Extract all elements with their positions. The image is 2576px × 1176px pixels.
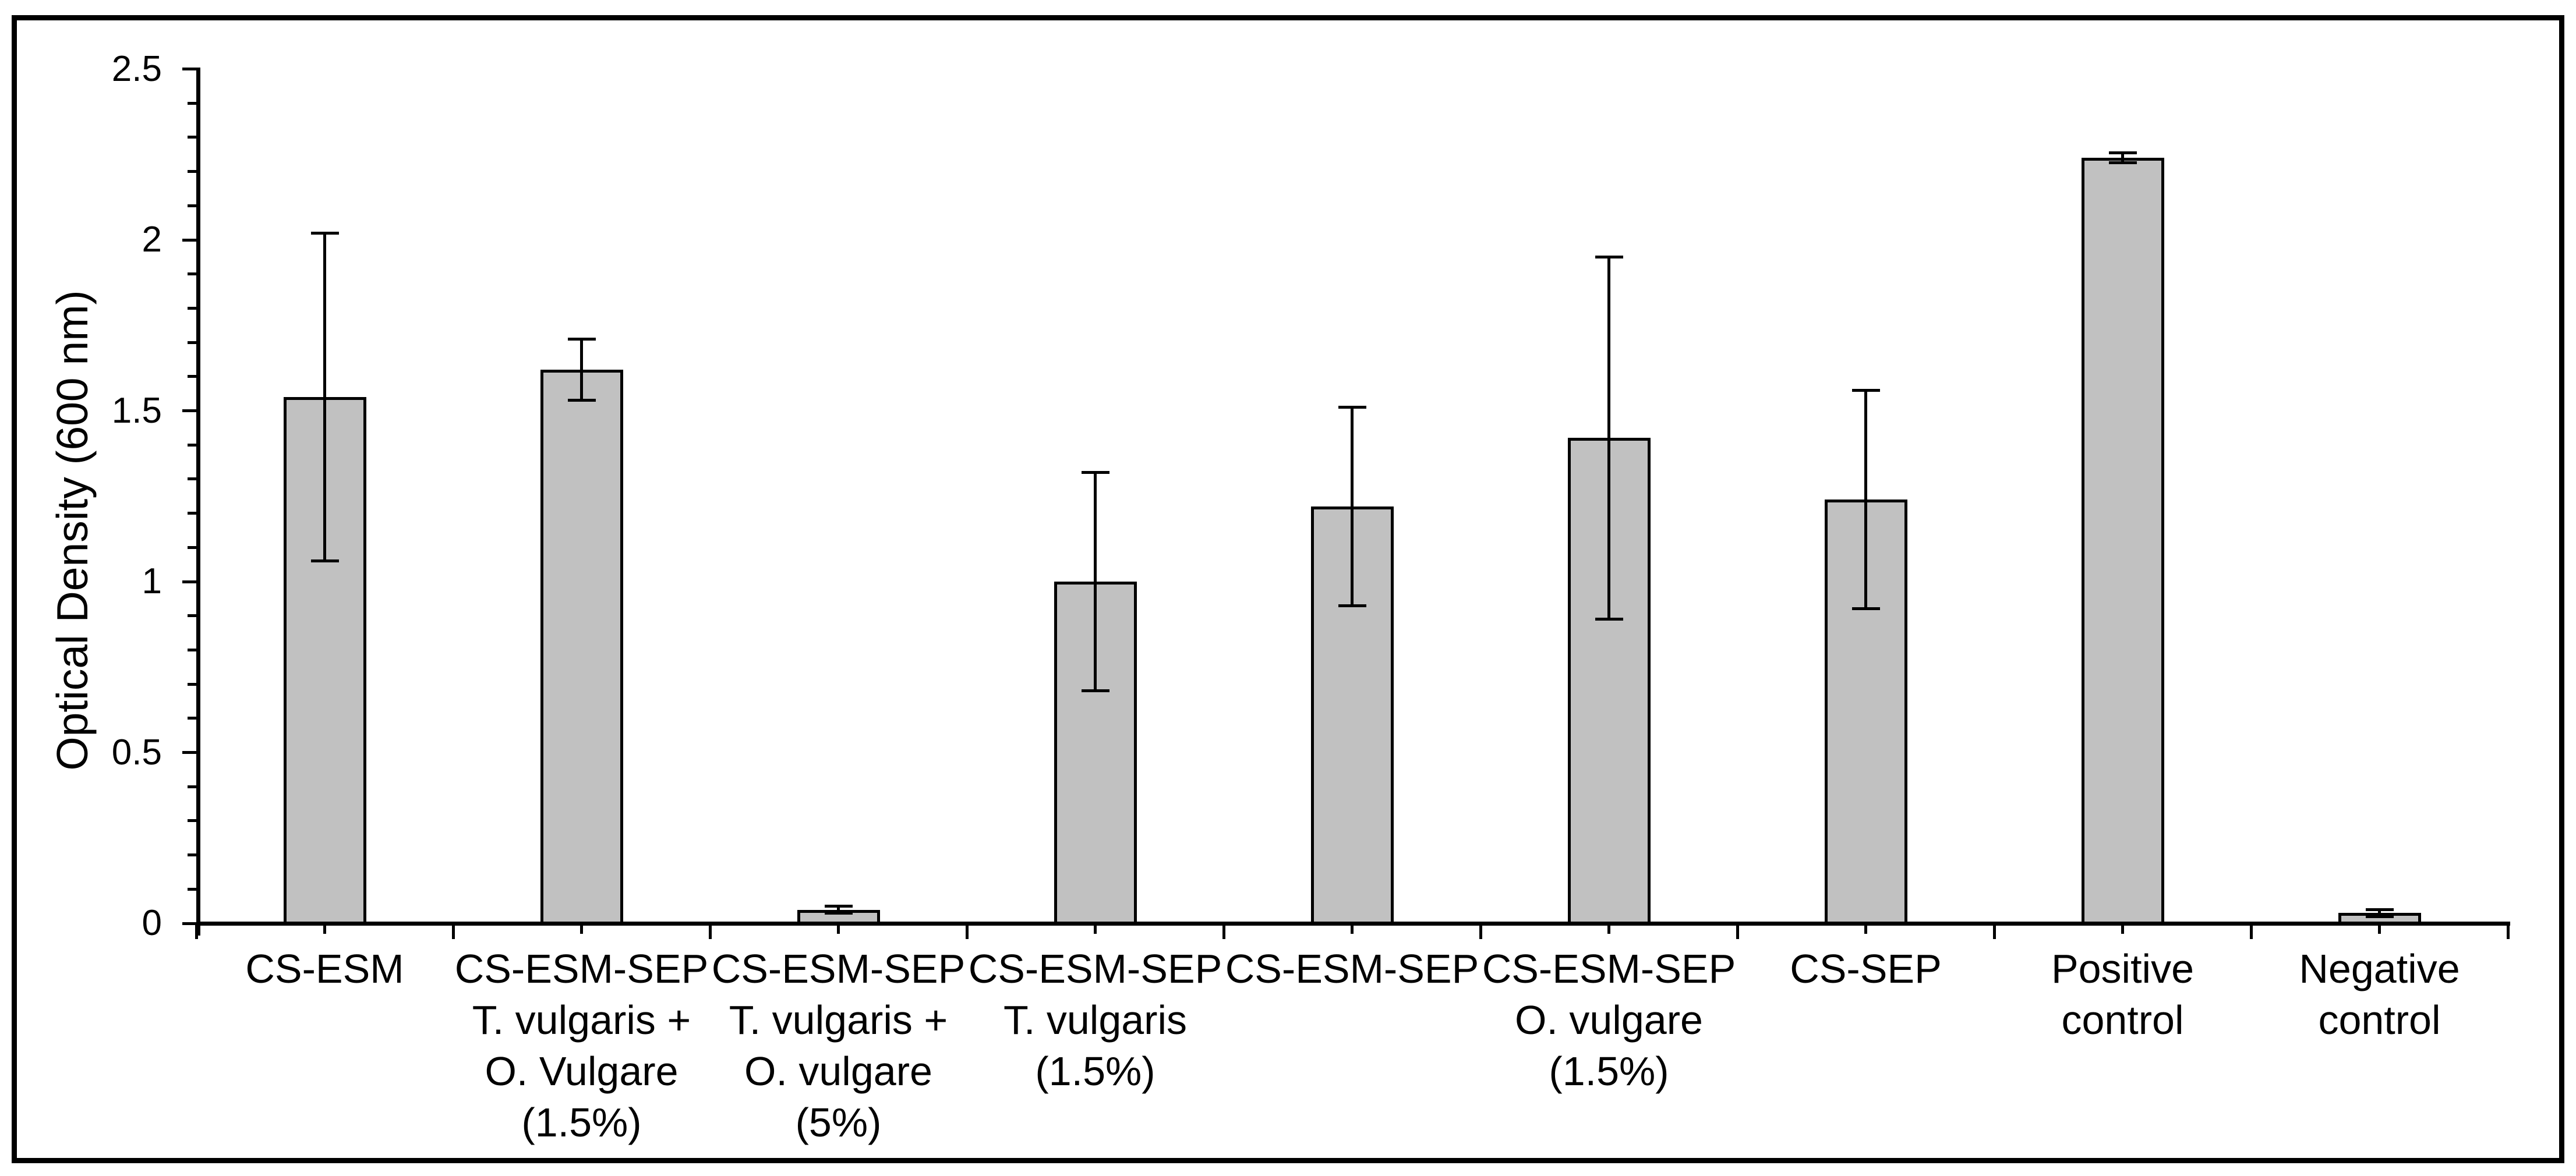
y-minor-tick xyxy=(188,682,196,686)
x-center-tick xyxy=(837,925,840,934)
error-cap-bottom-5 xyxy=(1595,618,1623,621)
y-axis-title: Optical Density (600 nm) xyxy=(48,290,97,771)
y-minor-tick xyxy=(188,272,196,276)
y-minor-tick xyxy=(188,204,196,207)
category-label-6: CS-SEP xyxy=(1790,946,1942,991)
error-cap-bottom-7 xyxy=(2108,161,2137,165)
x-center-tick xyxy=(323,925,326,934)
error-cap-bottom-2 xyxy=(824,911,853,915)
y-axis xyxy=(196,67,200,936)
category-label-2: CS-ESM-SEP T. vulgaris + O. vulgare (5%) xyxy=(711,946,966,1145)
error-cap-top-6 xyxy=(1851,388,1880,392)
y-tick-label: 2.5 xyxy=(111,48,162,89)
error-bar-2 xyxy=(837,906,840,913)
error-cap-bottom-8 xyxy=(2365,915,2394,918)
error-cap-top-2 xyxy=(824,905,853,908)
y-minor-tick xyxy=(188,648,196,651)
category-label-5: CS-ESM-SEP O. vulgare (1.5%) xyxy=(1482,946,1736,1094)
x-center-tick xyxy=(1607,925,1610,934)
y-tick-label: 1.5 xyxy=(111,390,162,431)
y-tick-label: 2 xyxy=(142,219,162,260)
x-center-tick xyxy=(1864,925,1867,934)
bar-1 xyxy=(540,370,623,925)
y-minor-tick xyxy=(188,785,196,788)
y-major-tick xyxy=(182,238,196,242)
y-minor-tick xyxy=(188,512,196,515)
y-minor-tick xyxy=(188,375,196,378)
category-label-7: Positive control xyxy=(2051,946,2195,1043)
category-label-8: Negative control xyxy=(2299,946,2460,1043)
y-minor-tick xyxy=(188,136,196,139)
error-cap-bottom-1 xyxy=(567,399,596,402)
y-minor-tick xyxy=(188,546,196,549)
error-cap-bottom-6 xyxy=(1851,607,1880,611)
y-minor-tick xyxy=(188,614,196,618)
x-center-tick xyxy=(1094,925,1097,934)
y-minor-tick xyxy=(188,717,196,720)
x-boundary-tick xyxy=(451,925,455,939)
y-minor-tick xyxy=(188,341,196,344)
error-bar-8 xyxy=(2378,909,2381,917)
error-cap-top-8 xyxy=(2365,908,2394,912)
error-cap-top-3 xyxy=(1081,470,1109,474)
y-tick-label: 0 xyxy=(142,903,162,943)
error-cap-bottom-3 xyxy=(1081,689,1109,693)
y-tick-label: 1 xyxy=(142,561,162,601)
x-center-tick xyxy=(1351,925,1354,934)
error-cap-bottom-4 xyxy=(1338,604,1366,607)
y-minor-tick xyxy=(188,170,196,173)
x-boundary-tick xyxy=(2249,925,2253,939)
error-bar-3 xyxy=(1094,472,1097,691)
y-major-tick xyxy=(182,580,196,583)
error-bar-5 xyxy=(1607,257,1610,619)
error-cap-top-7 xyxy=(2108,151,2137,154)
y-minor-tick xyxy=(188,819,196,823)
error-cap-bottom-0 xyxy=(310,559,339,563)
x-boundary-tick xyxy=(1992,925,1996,939)
x-center-tick xyxy=(580,925,583,934)
x-boundary-tick xyxy=(195,925,198,939)
error-cap-top-4 xyxy=(1338,406,1366,409)
y-minor-tick xyxy=(188,477,196,481)
y-minor-tick xyxy=(188,853,196,857)
error-cap-top-0 xyxy=(310,231,339,235)
x-boundary-tick xyxy=(965,925,969,939)
x-axis xyxy=(196,922,2510,926)
x-boundary-tick xyxy=(1222,925,1225,939)
category-label-0: CS-ESM xyxy=(245,946,404,991)
x-center-tick xyxy=(2121,925,2124,934)
x-boundary-tick xyxy=(708,925,712,939)
y-minor-tick xyxy=(188,306,196,310)
category-label-1: CS-ESM-SEP T. vulgaris + O. Vulgare (1.5… xyxy=(454,946,709,1145)
error-bar-7 xyxy=(2121,153,2124,163)
y-major-tick xyxy=(182,68,196,70)
y-major-tick xyxy=(182,409,196,412)
bar-7 xyxy=(2081,158,2164,925)
x-center-tick xyxy=(2378,925,2381,934)
x-boundary-tick xyxy=(1479,925,1482,939)
x-boundary-tick xyxy=(2506,925,2510,939)
x-boundary-tick xyxy=(1736,925,1739,939)
y-minor-tick xyxy=(188,887,196,891)
error-bar-1 xyxy=(580,339,583,401)
y-minor-tick xyxy=(188,101,196,105)
error-cap-top-5 xyxy=(1595,255,1623,258)
y-major-tick xyxy=(182,751,196,754)
error-bar-6 xyxy=(1864,390,1867,609)
y-minor-tick xyxy=(188,443,196,447)
y-major-tick xyxy=(182,922,196,925)
category-label-4: CS-ESM-SEP xyxy=(1225,946,1479,991)
error-cap-top-1 xyxy=(567,337,596,341)
error-bar-4 xyxy=(1351,407,1354,606)
y-tick-label: 0.5 xyxy=(111,732,162,773)
error-bar-0 xyxy=(323,233,326,561)
category-label-3: CS-ESM-SEP T. vulgaris (1.5%) xyxy=(968,946,1222,1094)
